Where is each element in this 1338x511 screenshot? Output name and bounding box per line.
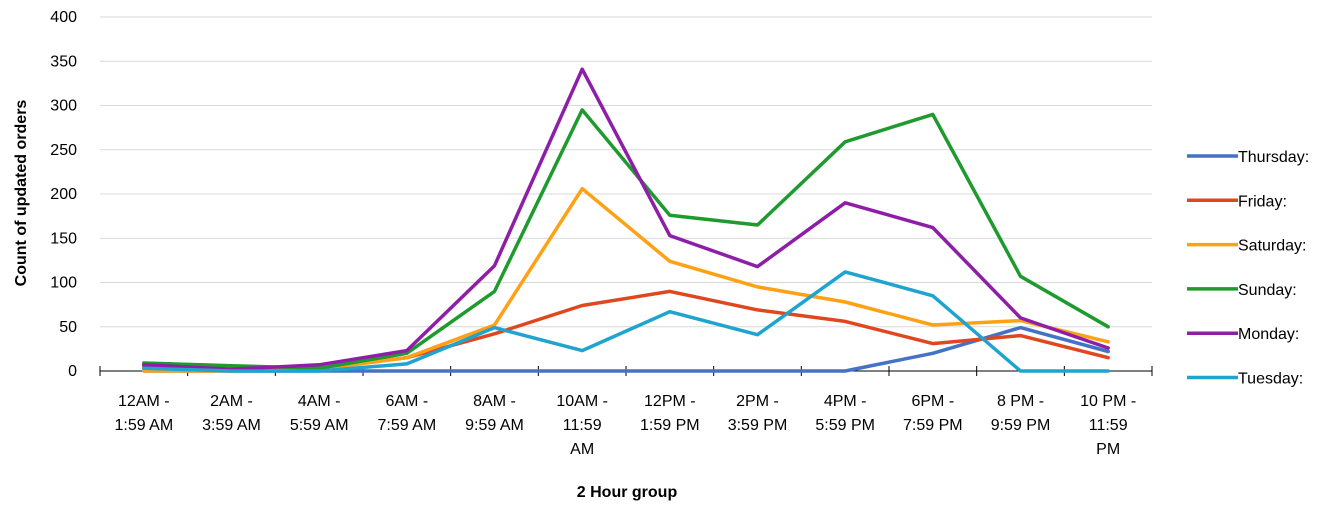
- x-tick-label: 4PM - 5:59 PM: [815, 393, 875, 434]
- series-line-thursday: [142, 325, 1110, 373]
- series-line-monday: [142, 67, 1110, 371]
- y-tick-label: 400: [50, 9, 77, 26]
- x-tick-label-line: 5:59 AM: [290, 417, 349, 434]
- x-tick-label-line: 1:59 PM: [640, 417, 700, 434]
- x-tick-label: 8 PM - 9:59 PM: [991, 393, 1051, 434]
- legend-item: Thursday:: [1187, 149, 1309, 166]
- x-tick-label: 12PM - 1:59 PM: [640, 393, 700, 434]
- legend-label: Sunday:: [1238, 282, 1297, 299]
- x-tick-label-line: 5:59 PM: [815, 417, 875, 434]
- y-tick-label: 350: [50, 53, 77, 70]
- x-tick-label-line: 2AM -: [210, 393, 253, 410]
- y-tick-label: 150: [50, 230, 77, 247]
- y-tick-label: 250: [50, 142, 77, 159]
- legend-label: Monday:: [1238, 326, 1299, 343]
- x-tick-label: 10AM - 11:59 AM: [556, 393, 608, 458]
- x-tick-label-line: 8 PM -: [997, 393, 1044, 410]
- x-tick-label: 8AM - 9:59 AM: [465, 393, 524, 434]
- legend-item: Tuesday:: [1187, 371, 1303, 388]
- x-tick-label-line: 12AM -: [118, 393, 170, 410]
- x-tick-label: 2PM - 3:59 PM: [728, 393, 788, 434]
- x-tick-label-line: 8AM -: [473, 393, 516, 410]
- y-tick-label: 100: [50, 275, 77, 292]
- legend-item: Sunday:: [1187, 282, 1297, 299]
- x-tick-label-line: 11:59: [1089, 417, 1128, 434]
- y-tick-label: 0: [68, 363, 77, 380]
- x-tick-label-line: 6AM -: [385, 393, 428, 410]
- series-line-tuesday: [142, 270, 1110, 373]
- x-tick-label-line: 10AM -: [556, 393, 608, 410]
- y-tick-label: 200: [50, 186, 77, 203]
- x-tick-label-line: 7:59 PM: [903, 417, 963, 434]
- series-line-sunday: [142, 108, 1110, 371]
- x-tick-label-line: 9:59 PM: [991, 417, 1051, 434]
- x-tick-label-line: 11:59: [563, 417, 602, 434]
- legend-item: Monday:: [1187, 326, 1299, 343]
- legend: Thursday: Friday: Saturday: Sunday: Monday: T…: [1187, 149, 1309, 388]
- y-axis-title: Count of updated orders: [13, 100, 30, 287]
- x-tick-label-line: 9:59 AM: [465, 417, 524, 434]
- x-tick-label-line: 2PM -: [736, 393, 779, 410]
- x-tick-label: 10 PM - 11:59 PM: [1080, 393, 1136, 458]
- gridlines: [100, 16, 1152, 328]
- x-tick-label: 4AM - 5:59 AM: [290, 393, 349, 434]
- x-axis-title: 2 Hour group: [577, 484, 678, 501]
- legend-label: Thursday:: [1238, 149, 1309, 166]
- x-tick-label-line: 4AM -: [298, 393, 341, 410]
- x-tick-label-line: 4PM -: [824, 393, 867, 410]
- x-axis: 12AM - 1:59 AM 2AM - 3:59 AM 4AM - 5:59 AM 6AM…: [99, 366, 1153, 458]
- x-tick-label-line: 3:59 AM: [202, 417, 261, 434]
- legend-label: Saturday:: [1238, 238, 1306, 255]
- x-tick-label-line: 10 PM -: [1080, 393, 1136, 410]
- y-tick-label: 300: [50, 98, 77, 115]
- x-tick-label-line: 12PM -: [644, 393, 696, 410]
- legend-item: Friday:: [1187, 193, 1287, 210]
- series-lines: [142, 67, 1110, 373]
- legend-label: Tuesday:: [1238, 371, 1303, 388]
- legend-item: Saturday:: [1187, 238, 1306, 255]
- x-tick-label: 2AM - 3:59 AM: [202, 393, 261, 434]
- y-axis-ticks: 0 50 100 150 200 250 300 350 400: [50, 9, 77, 380]
- x-tick-label: 6PM - 7:59 PM: [903, 393, 963, 434]
- x-tick-label-line: 1:59 AM: [114, 417, 173, 434]
- legend-label: Friday:: [1238, 193, 1287, 210]
- x-tick-label: 12AM - 1:59 AM: [114, 393, 173, 434]
- x-tick-label-line: 6PM -: [911, 393, 954, 410]
- x-tick-label-line: 7:59 AM: [377, 417, 436, 434]
- x-tick-label: 6AM - 7:59 AM: [377, 393, 436, 434]
- x-tick-label-line: PM: [1096, 441, 1120, 458]
- x-tick-label-line: 3:59 PM: [728, 417, 788, 434]
- y-tick-label: 50: [59, 319, 77, 336]
- x-tick-label-line: AM: [570, 441, 594, 458]
